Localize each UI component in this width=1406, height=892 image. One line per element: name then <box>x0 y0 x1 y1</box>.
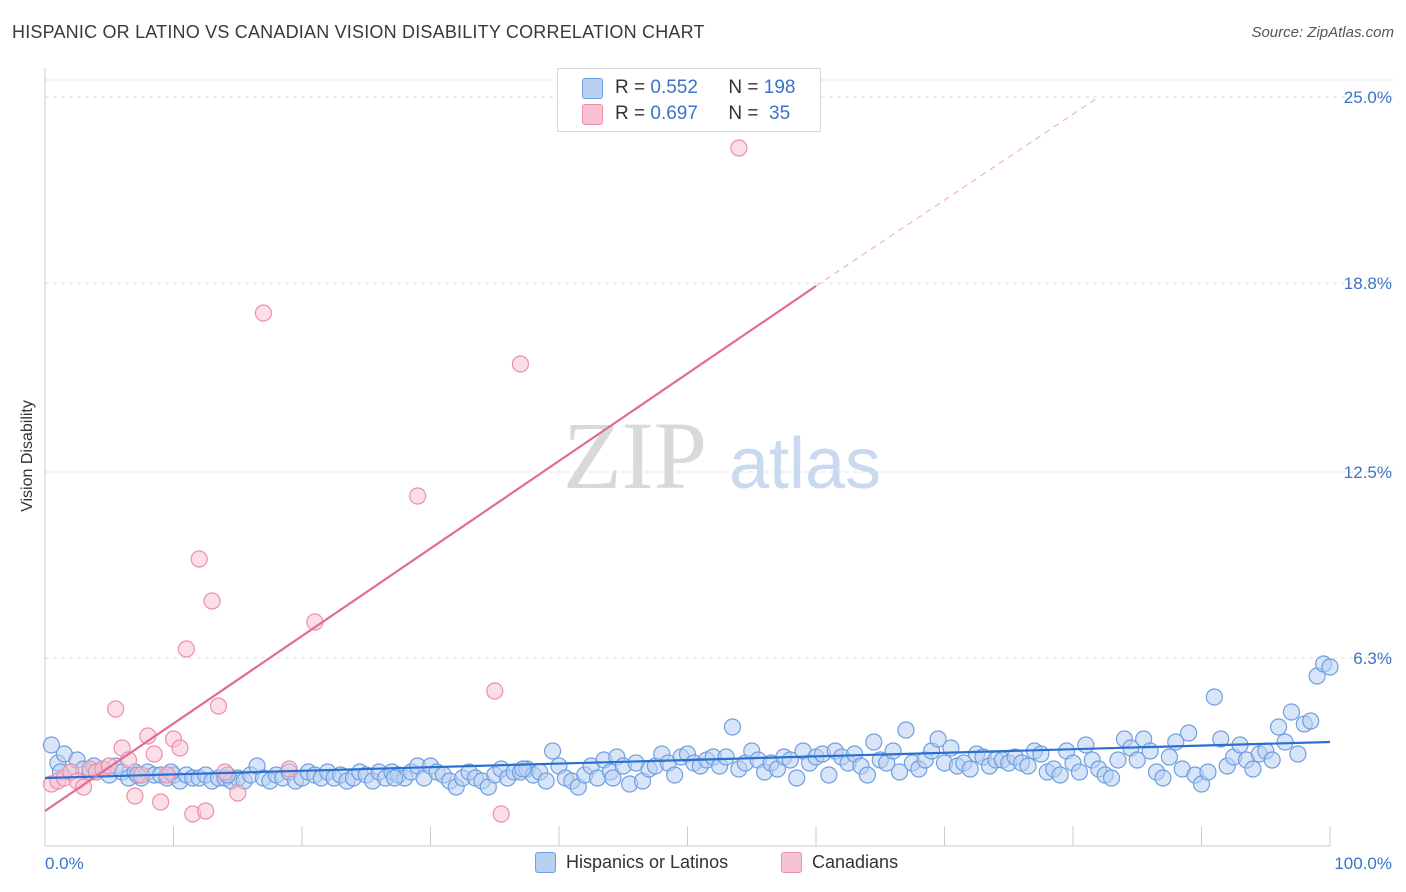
data-point <box>788 769 806 787</box>
data-point <box>929 730 947 748</box>
data-point <box>1205 688 1223 706</box>
data-point <box>152 793 170 811</box>
legend-n-value: 198 <box>763 77 796 98</box>
data-point <box>543 742 562 760</box>
data-point <box>1263 751 1281 769</box>
data-point <box>1102 769 1121 787</box>
y-tick-label: 12.5% <box>1344 463 1392 482</box>
trendline-canadians <box>44 285 817 812</box>
data-point <box>1019 757 1037 775</box>
legend-n-value: 35 <box>763 103 791 124</box>
data-point <box>126 787 144 805</box>
source-label: Source: ZipAtlas.com <box>1251 24 1394 41</box>
data-point <box>884 742 902 760</box>
legend-label-canadians: Canadians <box>812 852 899 872</box>
legend-label-hispanics: Hispanics or Latinos <box>566 852 729 872</box>
data-point <box>1321 658 1339 676</box>
series-hispanics-points <box>42 655 1339 796</box>
data-point <box>1282 703 1301 721</box>
data-point <box>145 745 163 763</box>
data-point <box>171 739 189 757</box>
data-point <box>385 769 404 787</box>
data-point <box>1051 766 1069 784</box>
legend-item-canadians[interactable]: Canadians <box>781 852 898 873</box>
data-point <box>492 805 510 823</box>
data-point <box>865 733 883 751</box>
data-point <box>717 748 735 766</box>
data-point <box>1032 745 1050 763</box>
data-point <box>1289 745 1307 763</box>
data-point <box>229 784 247 802</box>
data-point <box>42 736 61 754</box>
legend-row-canadians: R = 0.697 N = 35 <box>582 101 790 127</box>
data-point <box>209 697 228 715</box>
data-point <box>107 700 125 718</box>
data-point <box>1154 769 1172 787</box>
axes <box>44 68 1331 847</box>
data-point <box>1128 751 1146 769</box>
legend-r-label: R = <box>615 77 651 98</box>
data-point <box>1141 742 1159 760</box>
data-point <box>190 550 208 568</box>
trendline-hispanics <box>44 740 1331 780</box>
chart-title: HISPANIC OR LATINO VS CANADIAN VISION DI… <box>12 22 705 42</box>
y-tick-label: 18.8% <box>1344 274 1392 293</box>
legend-r-label: R = <box>615 103 651 124</box>
data-point <box>666 766 684 784</box>
series-canadians-points <box>42 139 748 823</box>
trendline-canadians-extension <box>815 96 1099 287</box>
data-point <box>1244 760 1262 778</box>
data-point <box>537 772 555 790</box>
y-tick-labels: 6.3% 12.5% 18.8% 25.0% <box>1344 88 1392 668</box>
legend-item-hispanics[interactable]: Hispanics or Latinos <box>535 852 728 873</box>
data-point <box>1070 763 1089 781</box>
legend-swatch-pink <box>582 103 603 125</box>
data-point <box>254 304 273 322</box>
data-point <box>203 592 221 610</box>
data-point <box>486 682 504 700</box>
data-point <box>1160 748 1178 766</box>
data-point <box>858 766 877 784</box>
legend-row-hispanics: R = 0.552 N = 198 <box>582 75 795 101</box>
data-point <box>604 769 622 787</box>
legend-r-value: 0.552 <box>650 77 698 98</box>
legend-swatch-blue <box>535 852 556 873</box>
data-point <box>890 763 909 781</box>
data-point <box>1180 724 1198 742</box>
legend-swatch-blue <box>582 77 603 99</box>
gridlines <box>45 79 1395 659</box>
correlation-legend: R = 0.552 N = 198 R = 0.697 N = 35 <box>557 68 821 132</box>
data-point <box>897 721 915 739</box>
data-point <box>1276 733 1294 751</box>
watermark-zip: ZIP <box>563 402 707 509</box>
data-point <box>1109 751 1127 769</box>
legend-r-value: 0.697 <box>650 103 698 124</box>
data-point <box>1077 736 1095 754</box>
data-point <box>197 802 215 820</box>
watermark-atlas: atlas <box>729 424 881 504</box>
data-point <box>409 487 427 505</box>
legend-n-label: N = <box>728 103 764 124</box>
x-tick-label: 0.0% <box>45 854 84 873</box>
data-point <box>1212 730 1230 748</box>
legend-swatch-pink <box>781 852 802 873</box>
data-point <box>177 640 195 658</box>
trendlines <box>44 96 1331 812</box>
x-tick-labels: 0.0% 100.0% <box>45 854 1392 873</box>
data-point <box>1199 763 1217 781</box>
data-point <box>280 760 298 778</box>
series-legend: Hispanics or Latinos Canadians <box>0 852 1406 878</box>
data-point <box>961 760 979 778</box>
y-tick-label: 6.3% <box>1353 649 1392 668</box>
data-point <box>820 766 838 784</box>
data-point <box>1269 718 1288 736</box>
data-point <box>1302 712 1320 730</box>
x-tick-label: 100.0% <box>1334 854 1392 873</box>
legend-n-label: N = <box>728 77 764 98</box>
data-point <box>723 718 742 736</box>
data-point <box>730 139 748 157</box>
y-tick-label: 25.0% <box>1344 88 1392 107</box>
data-point <box>511 355 530 373</box>
